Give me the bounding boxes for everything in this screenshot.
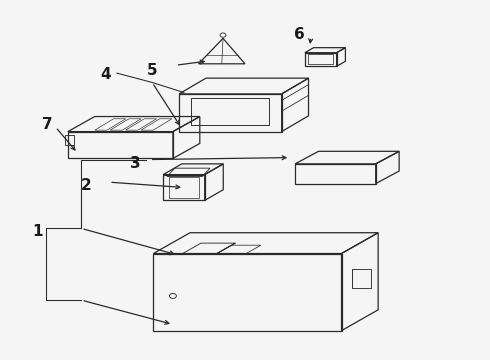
Text: 4: 4 [100, 67, 111, 82]
Text: 6: 6 [294, 27, 305, 42]
Text: 5: 5 [147, 63, 157, 78]
Text: 3: 3 [130, 156, 140, 171]
Text: 2: 2 [81, 178, 92, 193]
Text: 7: 7 [42, 117, 52, 132]
Text: 1: 1 [32, 225, 43, 239]
